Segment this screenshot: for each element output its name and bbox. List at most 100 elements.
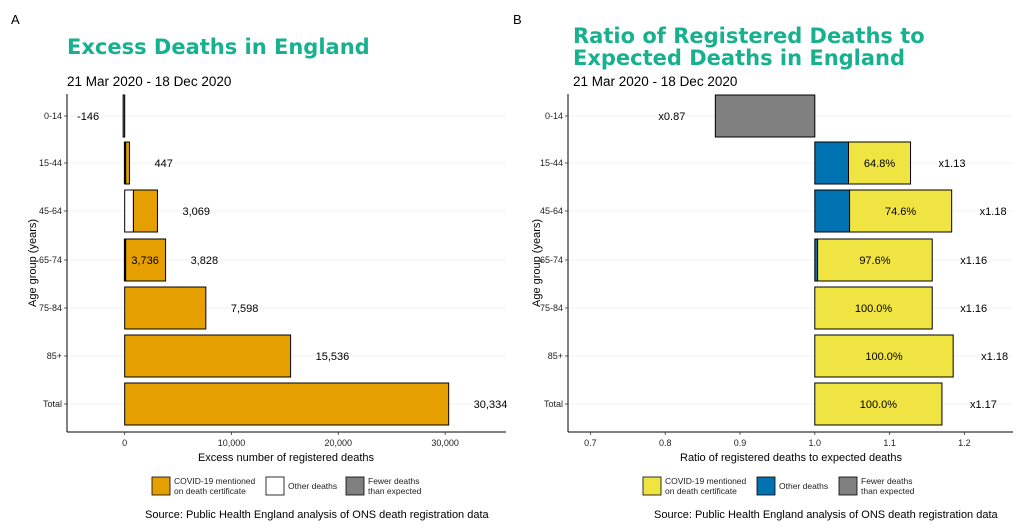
x-tick-label-0: 0 xyxy=(122,438,127,448)
y-tick-label-0-14: 0-14 xyxy=(44,111,62,121)
panel-a-source: Source: Public Health England analysis o… xyxy=(145,509,490,521)
x-tick-label-0-9: 0.9 xyxy=(734,438,747,448)
total-label-15-44: 447 xyxy=(154,158,172,170)
y-tick-label-75-84: 75-84 xyxy=(540,303,563,313)
legend-label-than-expected: than expected xyxy=(368,486,422,496)
bar-covid-85 xyxy=(124,334,292,378)
total-label-45-64: 3,069 xyxy=(182,206,210,218)
total-label-total: 30,334 xyxy=(474,399,508,411)
panel-letter-b: B xyxy=(513,12,522,27)
x-tick-label-1-1: 1.1 xyxy=(883,438,896,448)
bar-other-45-64 xyxy=(814,189,851,233)
y-tick-label-65-74: 65-74 xyxy=(39,255,62,265)
x-tick-label-1-0: 1.0 xyxy=(809,438,822,448)
panel-a-y-axis-label: Age group (years) xyxy=(27,219,39,307)
x-tick-label-10-000: 10,000 xyxy=(218,438,246,448)
panel-a-y-tick-labels: 0-14 15-44 45-64 65-74 75-84 85+ Total xyxy=(39,111,67,409)
share-label-45-64: 74.6% xyxy=(885,206,916,218)
panel-b: B Ratio of Registered Deaths to Expected… xyxy=(513,12,1013,521)
y-tick-label-total: Total xyxy=(544,399,563,409)
legend-label-covid-19-mentioned: COVID-19 mentioned xyxy=(174,476,256,486)
bar-covid-total xyxy=(814,382,943,426)
panel-b-y-tick-labels: 0-14 15-44 45-64 65-74 75-84 85+ Total xyxy=(540,111,568,409)
share-label-85: 100.0% xyxy=(865,351,903,363)
panel-a-data-labels: -146 447 3,069 3,828 3,736 7,598 15,536 30,334 xyxy=(77,111,507,411)
panel-a: A Excess Deaths in England 21 Mar 2020 -… xyxy=(11,12,507,521)
ratio-label-0-14: x0.87 xyxy=(658,111,685,123)
legend-label-than-expected: than expected xyxy=(861,486,915,496)
bar-other-45-64 xyxy=(124,189,134,233)
bar-covid-75-84 xyxy=(124,286,207,330)
panel-a-title: Excess Deaths in England xyxy=(67,35,370,59)
panel-b-title-line-1: Ratio of Registered Deaths to xyxy=(573,24,925,48)
panel-b-data-labels: x0.87 64.8% x1.13 74.6% x1.18 97.6% x1.16 100.0… xyxy=(658,111,1008,411)
total-label-65-74: 3,828 xyxy=(191,255,219,267)
y-tick-label-15-44: 15-44 xyxy=(540,158,563,168)
bar-covid-75-84 xyxy=(814,286,933,330)
legend-label-covid-19-mentioned: COVID-19 mentioned xyxy=(665,476,747,486)
bar-covid-15-44 xyxy=(848,141,912,185)
panel-b-x-axis-label: Ratio of registered deaths to expected d… xyxy=(680,452,902,464)
legend-key-1 xyxy=(151,476,171,496)
total-label-0-14: -146 xyxy=(77,111,99,123)
panel-a-bars xyxy=(122,94,450,426)
share-label-15-44: 64.8% xyxy=(864,158,895,170)
legend-key-3 xyxy=(838,476,858,496)
panel-b-subtitle: 21 Mar 2020 - 18 Dec 2020 xyxy=(573,74,737,89)
bar-fewer-0-14 xyxy=(714,94,816,138)
total-label-75-84: 7,598 xyxy=(231,303,259,315)
x-tick-label-20-000: 20,000 xyxy=(325,438,353,448)
legend-label-fewer-deaths: Fewer deaths xyxy=(368,476,420,486)
ratio-label-15-44: x1.13 xyxy=(939,158,966,170)
legend-key-2 xyxy=(756,476,776,496)
panel-b-bars xyxy=(714,94,954,426)
panel-b-title-line-2: Expected Deaths in England xyxy=(573,46,905,70)
panel-b-x-ticks: 0.7 0.8 0.9 1.0 1.1 1.2 xyxy=(584,432,971,448)
legend-key-2 xyxy=(265,476,285,496)
total-label-85: 15,536 xyxy=(316,351,350,363)
y-tick-label-75-84: 75-84 xyxy=(39,303,62,313)
y-tick-label-85: 85+ xyxy=(47,351,62,361)
y-tick-label-total: Total xyxy=(43,399,62,409)
bar-covid-85 xyxy=(814,334,954,378)
share-label-75-84: 100.0% xyxy=(855,303,893,315)
x-tick-label-0-7: 0.7 xyxy=(584,438,597,448)
covid-label-65-74: 3,736 xyxy=(131,255,159,267)
bar-covid-65-74 xyxy=(125,238,167,282)
legend-key-3 xyxy=(345,476,365,496)
panel-b-source: Source: Public Health England analysis o… xyxy=(654,509,999,521)
share-label-total: 100.0% xyxy=(860,399,898,411)
share-label-65-74: 97.6% xyxy=(859,255,890,267)
bar-covid-total xyxy=(124,382,450,426)
ratio-label-65-74: x1.16 xyxy=(960,255,987,267)
panel-a-subtitle: 21 Mar 2020 - 18 Dec 2020 xyxy=(67,74,231,89)
y-tick-label-65-74: 65-74 xyxy=(540,255,563,265)
legend-label-on-death-certificate: on death certificate xyxy=(665,486,737,496)
ratio-label-85: x1.18 xyxy=(981,351,1008,363)
bar-other-15-44 xyxy=(814,141,850,185)
panel-b-y-axis-label: Age group (years) xyxy=(531,219,543,307)
y-tick-label-15-44: 15-44 xyxy=(39,158,62,168)
y-tick-label-45-64: 45-64 xyxy=(540,206,563,216)
bar-covid-45-64 xyxy=(849,189,953,233)
bar-covid-45-64 xyxy=(132,189,158,233)
legend-label-other-deaths: Other deaths xyxy=(779,481,828,491)
ratio-label-45-64: x1.18 xyxy=(980,206,1007,218)
x-tick-label-0-8: 0.8 xyxy=(659,438,672,448)
bar-fewer-0-14 xyxy=(122,94,126,138)
x-tick-label-1-2: 1.2 xyxy=(958,438,971,448)
legend-label-fewer-deaths: Fewer deaths xyxy=(861,476,913,486)
legend-label-on-death-certificate: on death certificate xyxy=(174,486,246,496)
panel-a-x-ticks: 0 10,000 20,000 30,000 xyxy=(122,432,459,448)
legend-label-other-deaths: Other deaths xyxy=(288,481,337,491)
panel-a-x-axis-label: Excess number of registered deaths xyxy=(198,452,375,464)
y-tick-label-45-64: 45-64 xyxy=(39,206,62,216)
y-tick-label-0-14: 0-14 xyxy=(545,111,563,121)
legend-key-1 xyxy=(642,476,662,496)
bar-covid-65-74 xyxy=(817,238,933,282)
x-tick-label-30-000: 30,000 xyxy=(431,438,459,448)
ratio-label-75-84: x1.16 xyxy=(960,303,987,315)
